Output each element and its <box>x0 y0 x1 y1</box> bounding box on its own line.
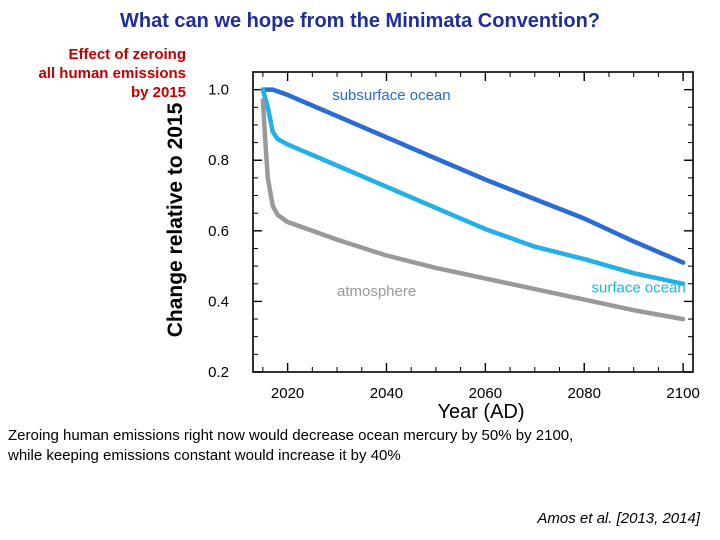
series-label-surface-ocean: surface ocean <box>592 280 686 297</box>
x-tick-label: 2100 <box>666 385 699 402</box>
y-axis-label: Change relative to 2015 <box>164 102 187 337</box>
x-axis-label: Year (AD) <box>437 401 524 423</box>
caption-line-2: while keeping emissions constant would i… <box>8 447 401 464</box>
side-note-line-1: Effect of zeroing <box>68 46 186 63</box>
series-label-subsurface-ocean: subsurface ocean <box>332 87 450 104</box>
x-tick-label: 2080 <box>568 385 601 402</box>
slide-title: What can we hope from the Minimata Conve… <box>119 10 601 32</box>
plot-frame <box>252 71 694 373</box>
citation: Amos et al. [2013, 2014] <box>537 510 700 527</box>
y-tick-label: 0.8 <box>208 152 229 169</box>
side-note: Effect of zeroing all human emissions by… <box>4 45 186 102</box>
caption: Zeroing human emissions right now would … <box>8 426 713 466</box>
x-tick-label: 2020 <box>271 385 304 402</box>
caption-line-1: Zeroing human emissions right now would … <box>8 427 574 444</box>
y-tick-label: 0.2 <box>208 364 229 381</box>
y-tick-label: 0.6 <box>208 223 229 240</box>
series-label-atmosphere: atmosphere <box>337 283 416 300</box>
side-note-line-3: by 2015 <box>130 84 186 101</box>
x-tick-label: 2060 <box>469 385 502 402</box>
series-line-subsurface-ocean <box>260 87 686 265</box>
series-line-surface-ocean <box>260 87 686 287</box>
y-tick-label: 1.0 <box>208 82 229 99</box>
series-line-atmosphere <box>260 97 686 322</box>
side-note-line-2: all human emissions <box>38 65 186 82</box>
y-tick-label: 0.4 <box>208 293 229 310</box>
x-tick-label: 2040 <box>370 385 403 402</box>
line-chart: 2020 2040 2060 2080 2100 0.2 0.4 0.6 0.8 1.0 Year … <box>164 71 700 423</box>
